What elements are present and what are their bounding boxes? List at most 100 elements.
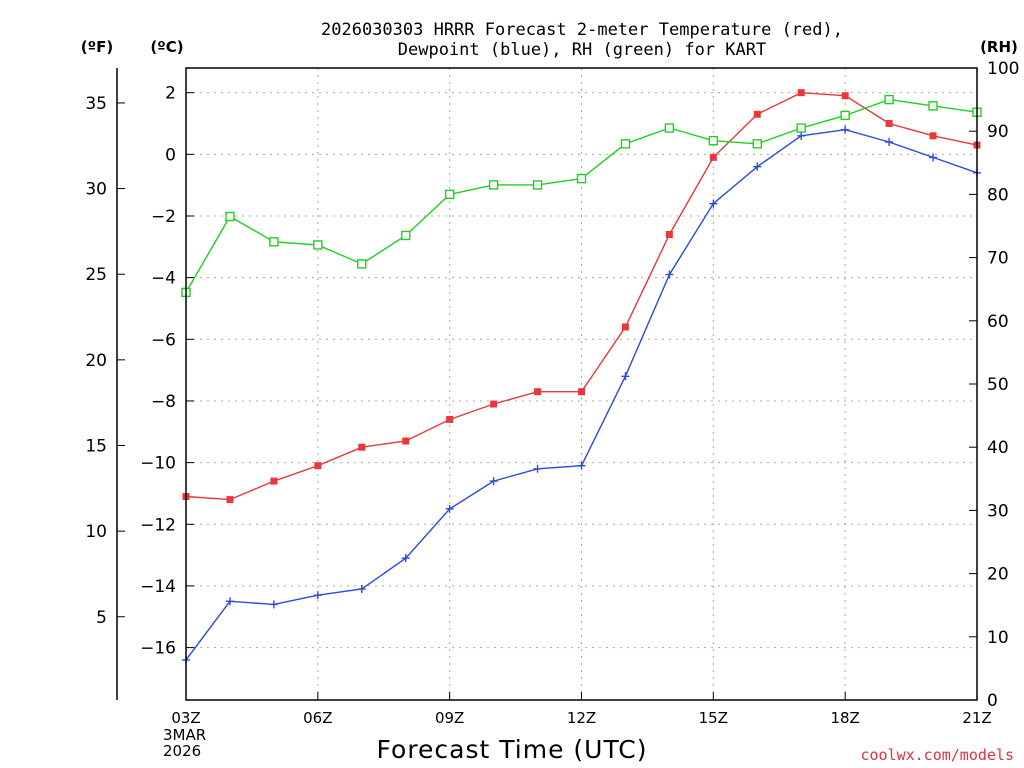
- temperature-point: [885, 119, 893, 127]
- temperature-point: [929, 132, 937, 140]
- celsius-tick-label: −2: [151, 207, 176, 227]
- rh-point: [928, 101, 938, 111]
- temperature-point: [402, 437, 410, 445]
- dewpoint-point: [533, 464, 542, 473]
- temperature-point: [446, 415, 454, 423]
- data-series: [181, 89, 982, 664]
- rh-point: [884, 94, 894, 105]
- rh-tick-label: 80: [987, 185, 1009, 205]
- rh-point: [664, 123, 675, 133]
- rh-point: [708, 135, 719, 146]
- time-tick-label: 18Z: [830, 709, 859, 727]
- dewpoint-point: [621, 372, 630, 381]
- temperature-point: [270, 477, 278, 485]
- rh-point: [225, 211, 235, 222]
- rh-tick-label: 0: [987, 691, 998, 711]
- dewpoint-point: [797, 131, 806, 140]
- temperature-point: [665, 230, 673, 238]
- rh-tick-label: 50: [987, 375, 1009, 395]
- rh-point: [532, 180, 543, 190]
- celsius-tick-label: 2: [165, 84, 176, 104]
- temperature-point: [709, 153, 717, 161]
- celsius-tick-label: −8: [151, 392, 176, 412]
- rh-point: [357, 259, 367, 269]
- celsius-tick-label: −12: [140, 515, 176, 535]
- fahrenheit-axis-ticks: 5 10 15 20 25 30 35: [85, 94, 125, 628]
- celsius-tick-label: −14: [140, 577, 176, 597]
- fahrenheit-tick-label: 10: [85, 522, 107, 542]
- rh-tick-label: 70: [987, 249, 1009, 269]
- rh-point: [796, 123, 806, 133]
- celsius-unit-label: (ºC): [150, 38, 183, 56]
- rh-point: [401, 230, 411, 241]
- fahrenheit-tick-label: 20: [85, 351, 107, 371]
- temperature-point: [621, 323, 629, 331]
- x-axis-ticks: 03Z 06Z 09Z 12Z 15Z 18Z 21Z: [171, 692, 992, 727]
- fahrenheit-tick-label: 30: [85, 180, 107, 200]
- temperature-point: [534, 388, 542, 396]
- rh-point: [840, 110, 850, 121]
- rh-tick-label: 60: [987, 312, 1009, 332]
- rh-tick-label: 20: [987, 565, 1009, 585]
- celsius-tick-label: −4: [151, 269, 176, 289]
- temperature-point: [358, 443, 366, 451]
- dewpoint-point: [929, 153, 938, 162]
- fahrenheit-unit-label: (ºF): [81, 38, 113, 56]
- x-axis-date-month: 3MAR: [163, 726, 206, 744]
- dewpoint-point: [709, 199, 718, 208]
- celsius-tick-label: −10: [140, 454, 176, 474]
- rh-tick-label: 40: [987, 438, 1009, 458]
- dewpoint-point: [753, 162, 762, 171]
- temperature-point: [578, 388, 585, 396]
- dewpoint-point: [269, 600, 278, 609]
- dewpoint-point: [885, 137, 894, 146]
- dewpoint-point: [665, 270, 674, 279]
- temperature-point: [753, 110, 761, 118]
- dewpoint-point: [357, 585, 366, 594]
- rh-point: [269, 237, 279, 247]
- temperature-point: [226, 496, 234, 504]
- celsius-tick-label: −6: [151, 330, 176, 350]
- fahrenheit-tick-label: 5: [96, 608, 107, 628]
- dewpoint-point: [577, 461, 586, 470]
- time-tick-label: 06Z: [303, 709, 332, 727]
- rh-point: [576, 173, 587, 184]
- chart-title-line-2: Dewpoint (blue), RH (green) for KART: [398, 40, 766, 60]
- rh-series: [181, 94, 982, 298]
- time-tick-label: 09Z: [435, 709, 464, 727]
- rh-point: [620, 139, 631, 149]
- dewpoint-point: [401, 554, 410, 563]
- plot-frame: [185, 67, 978, 701]
- rh-point: [752, 139, 762, 149]
- time-tick-label: 12Z: [567, 709, 596, 727]
- source-credit: coolwx.com/models: [860, 746, 1014, 764]
- fahrenheit-tick-label: 25: [85, 265, 107, 285]
- celsius-tick-label: 0: [165, 145, 176, 165]
- dewpoint-point: [225, 597, 234, 606]
- time-tick-label: 03Z: [171, 709, 200, 727]
- temperature-point: [841, 92, 849, 100]
- rh-tick-label: 90: [987, 122, 1009, 142]
- dewpoint-point: [313, 591, 322, 600]
- dewpoint-point: [445, 504, 454, 513]
- fahrenheit-tick-label: 15: [85, 436, 107, 456]
- time-tick-label: 21Z: [962, 709, 991, 727]
- rh-tick-label: 100: [987, 59, 1019, 79]
- rh-unit-label: (RH): [980, 38, 1018, 56]
- rh-tick-label: 30: [987, 501, 1009, 521]
- time-tick-label: 15Z: [699, 709, 728, 727]
- x-axis-label: Forecast Time (UTC): [377, 735, 648, 764]
- fahrenheit-tick-label: 35: [85, 94, 107, 114]
- rh-point: [444, 189, 455, 200]
- x-axis-date-year: 2026: [163, 742, 201, 760]
- dewpoint-point: [489, 477, 498, 486]
- rh-axis-ticks: 0 10 20 30 40 50 60 70 80 90 100: [969, 59, 1019, 711]
- rh-point: [313, 240, 323, 250]
- temperature-point: [314, 462, 322, 470]
- temperature-point: [490, 400, 498, 408]
- rh-tick-label: 10: [987, 628, 1009, 648]
- celsius-tick-label: −16: [140, 639, 176, 659]
- chart-title-line-1: 2026030303 HRRR Forecast 2-meter Tempera…: [321, 20, 843, 40]
- rh-point: [488, 180, 499, 190]
